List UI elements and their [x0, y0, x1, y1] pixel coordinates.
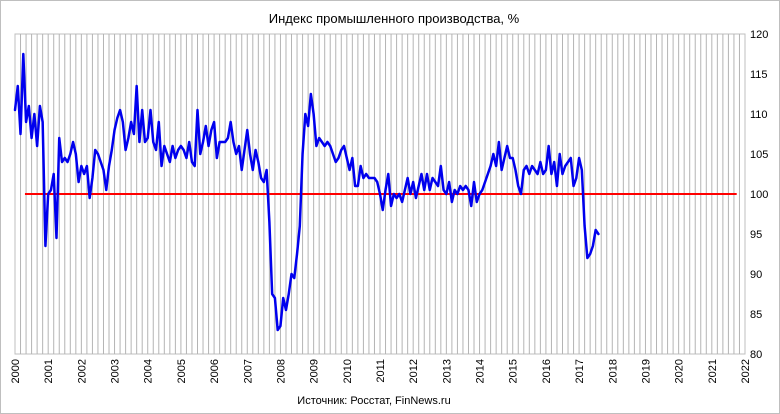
y-tick-label: 85 — [750, 309, 762, 321]
x-tick-label: 2010 — [342, 359, 354, 383]
x-tick-label: 2013 — [441, 359, 453, 383]
y-tick-label: 105 — [750, 149, 768, 161]
y-tick-label: 80 — [750, 349, 762, 361]
x-tick-label: 2004 — [143, 359, 155, 383]
x-tick-label: 2022 — [740, 359, 752, 383]
y-tick-label: 95 — [750, 229, 762, 241]
x-tick-label: 2014 — [475, 359, 487, 383]
x-tick-label: 2005 — [176, 359, 188, 383]
x-tick-label: 2011 — [375, 359, 387, 383]
x-tick-label: 2020 — [674, 359, 686, 383]
x-tick-label: 2017 — [574, 359, 586, 383]
x-tick-label: 2003 — [110, 359, 122, 383]
x-tick-label: 2009 — [309, 359, 321, 383]
y-axis-tick-labels: 80 85 90 95 100 105 110 115 120 — [750, 29, 768, 361]
y-tick-label: 120 — [750, 29, 768, 41]
y-tick-label: 115 — [750, 69, 768, 81]
y-tick-label: 90 — [750, 269, 762, 281]
series-layer — [13, 52, 737, 332]
source-note: Источник: Росстат, FinNews.ru — [297, 395, 450, 407]
x-axis-tick-labels: 2000 2001 2002 2003 2004 2005 2006 2007 2008 2009… — [10, 359, 752, 383]
x-tick-label: 2001 — [43, 359, 55, 383]
chart-title: Индекс промышленного производства, % — [269, 11, 520, 26]
y-tick-label: 110 — [750, 109, 768, 121]
x-tick-label: 2012 — [408, 359, 420, 383]
x-tick-label: 2007 — [242, 359, 254, 383]
y-tick-label: 100 — [750, 189, 768, 201]
x-tick-label: 2006 — [209, 359, 221, 383]
x-tick-label: 2015 — [508, 359, 520, 383]
x-tick-label: 2000 — [10, 359, 22, 383]
x-tick-label: 2008 — [275, 359, 287, 383]
x-tick-label: 2016 — [541, 359, 553, 383]
x-tick-label: 2019 — [640, 359, 652, 383]
x-tick-label: 2021 — [707, 359, 719, 383]
x-tick-label: 2018 — [607, 359, 619, 383]
x-tick-label: 2002 — [76, 359, 88, 383]
series-line-industrial-production-index — [13, 52, 600, 332]
